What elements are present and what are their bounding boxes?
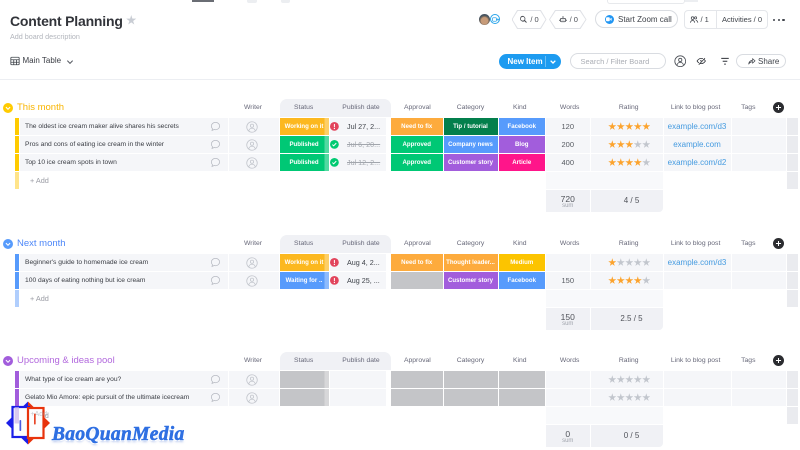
svg-text:+Add: +Add bbox=[31, 411, 48, 418]
